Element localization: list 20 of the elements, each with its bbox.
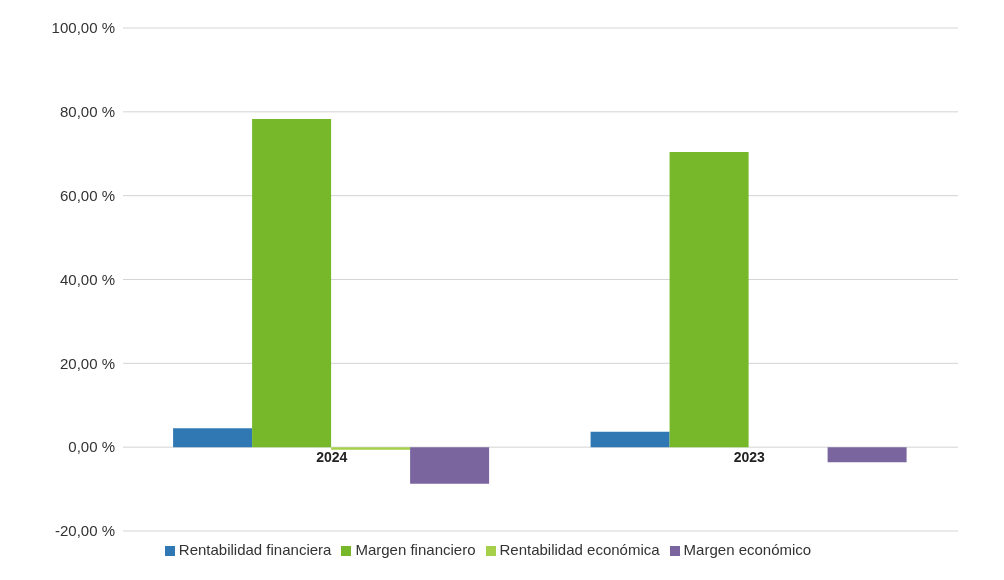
y-tick-label: -20,00 %: [54, 522, 115, 540]
y-tick-label: 20,00 %: [59, 354, 115, 372]
bar: [252, 118, 332, 448]
legend-label: Margen económico: [683, 541, 812, 558]
y-tick-label: 100,00 %: [51, 19, 115, 37]
bar: [410, 447, 490, 484]
x-tick-label: 2023: [733, 449, 766, 465]
legend-label: Rentabilidad financiera: [178, 541, 332, 558]
bar: [669, 152, 749, 448]
y-tick-label: 80,00 %: [59, 103, 115, 121]
y-tick-label: 0,00 %: [68, 438, 115, 456]
y-tick-label: 60,00 %: [59, 186, 115, 204]
bar: [173, 428, 253, 448]
bar: [590, 431, 670, 448]
bar: [331, 447, 411, 450]
legend-label: Margen financiero: [355, 541, 476, 558]
y-tick-label: 40,00 %: [59, 270, 115, 288]
x-tick-label: 2024: [316, 449, 348, 465]
bar: [827, 447, 907, 463]
legend-label: Rentabilidad económica: [499, 541, 660, 558]
